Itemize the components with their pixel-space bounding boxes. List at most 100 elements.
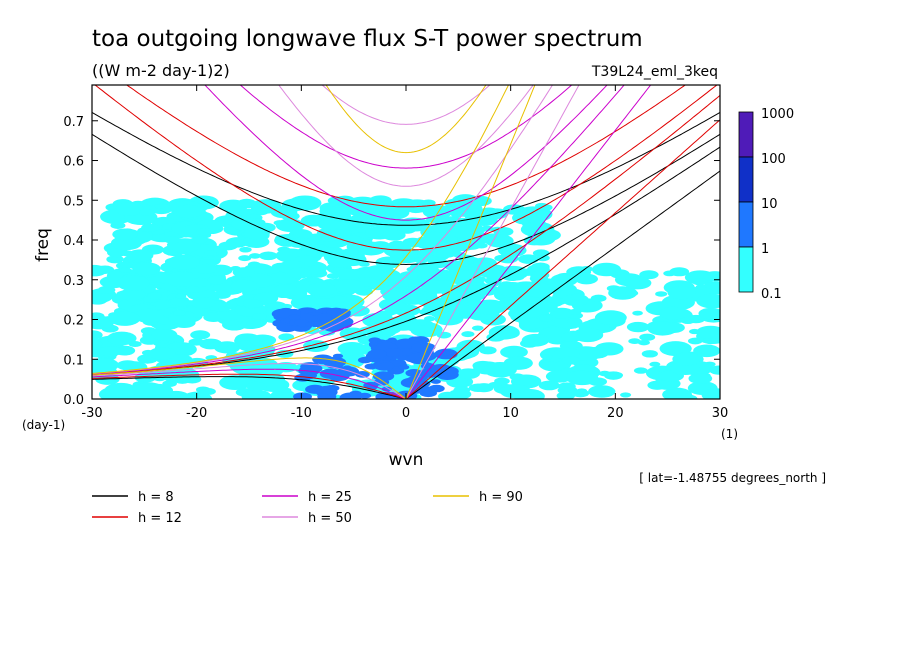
power-cell — [316, 313, 333, 321]
latitude-footnote: [ lat=-1.48755 degrees_north ] — [639, 471, 826, 485]
power-cell — [154, 203, 166, 209]
power-cell — [382, 290, 405, 301]
power-cell — [114, 202, 144, 216]
colorbar-swatch — [738, 246, 754, 293]
power-cell — [517, 390, 540, 399]
power-cell — [641, 350, 658, 358]
power-cell — [384, 308, 398, 316]
power-cell — [570, 293, 585, 301]
dispersion-curve — [325, 85, 487, 154]
power-cell — [339, 392, 362, 399]
power-cell — [655, 291, 668, 297]
dispersion-curve — [92, 85, 625, 375]
power-cell — [243, 227, 270, 240]
power-cell — [436, 366, 459, 377]
dispersion-curve — [92, 111, 720, 226]
power-cell — [669, 267, 690, 277]
power-cell — [425, 299, 454, 313]
power-cell — [471, 325, 484, 331]
power-cell — [382, 229, 406, 241]
power-cell — [692, 278, 708, 286]
power-cell — [590, 294, 607, 302]
power-cell — [139, 208, 155, 216]
power-cell — [200, 387, 216, 395]
power-cell — [306, 282, 337, 297]
power-cell — [550, 307, 574, 319]
power-cell — [342, 248, 359, 256]
colorbar-label: 10 — [761, 197, 778, 212]
power-cell — [218, 306, 230, 312]
power-cell — [620, 392, 632, 398]
power-cell — [571, 389, 590, 398]
dispersion-curve — [321, 85, 491, 125]
power-cell — [177, 347, 194, 356]
y-tick-label: 0.5 — [63, 194, 84, 209]
power-cell — [288, 314, 301, 320]
power-cell — [428, 384, 445, 393]
power-cell — [367, 349, 387, 359]
power-cell — [194, 263, 217, 275]
power-cell — [95, 265, 115, 274]
power-cell — [334, 279, 365, 294]
power-cell — [568, 308, 582, 315]
power-cell — [148, 347, 176, 360]
legend-label: h = 12 — [138, 511, 182, 526]
power-cell — [92, 339, 103, 349]
power-cell — [456, 368, 480, 380]
power-cell — [340, 235, 363, 246]
power-cell — [505, 246, 519, 253]
power-cell — [116, 275, 150, 291]
y-tick-label: 0.6 — [63, 155, 84, 170]
power-cell — [608, 286, 638, 300]
dispersion-curve — [92, 85, 510, 374]
power-cell — [374, 361, 395, 371]
power-cell — [149, 246, 161, 252]
power-cell — [271, 284, 300, 298]
power-cell — [133, 382, 164, 397]
power-cell — [387, 337, 397, 342]
power-cell — [511, 210, 542, 225]
colorbar: 1000 100 10 1 0.1 — [738, 107, 794, 302]
power-cell — [369, 316, 385, 323]
power-cell — [538, 380, 560, 391]
power-cell — [479, 346, 497, 355]
dispersion-curve — [239, 85, 573, 169]
power-cell — [662, 387, 693, 399]
power-cell — [451, 211, 464, 218]
power-cell — [229, 362, 249, 372]
run-label: T39L24_eml_3keq — [591, 64, 718, 80]
power-cell — [624, 276, 652, 290]
x-tick-label: 20 — [607, 406, 624, 421]
legend-label: h = 25 — [308, 490, 352, 505]
power-cell — [342, 365, 352, 370]
power-cell — [670, 361, 700, 376]
power-cell — [358, 392, 372, 399]
power-cell — [431, 222, 454, 233]
power-cell — [243, 299, 263, 309]
power-cell — [698, 307, 720, 320]
dispersion-curve — [92, 357, 407, 399]
power-cell — [428, 242, 461, 258]
power-cell — [588, 385, 616, 398]
power-cell — [696, 293, 720, 309]
dispersion-curve — [92, 368, 407, 399]
power-cell — [649, 361, 661, 367]
power-cell — [246, 381, 267, 392]
power-cell — [438, 350, 451, 356]
power-cell — [133, 308, 164, 323]
power-cell — [109, 311, 141, 326]
power-cell — [175, 293, 187, 299]
power-cell — [249, 334, 276, 347]
legend-label: h = 8 — [138, 490, 174, 505]
power-cell — [204, 250, 217, 256]
dispersion-curve — [405, 85, 536, 399]
power-cell — [280, 211, 300, 221]
power-cell — [253, 395, 269, 399]
power-cell — [252, 313, 267, 320]
y-tick-label: 0.2 — [63, 314, 84, 329]
power-cell — [92, 330, 103, 340]
power-cell — [398, 364, 410, 370]
power-cell — [632, 310, 643, 316]
colorbar-swatch — [738, 111, 754, 158]
power-cell — [106, 331, 137, 346]
